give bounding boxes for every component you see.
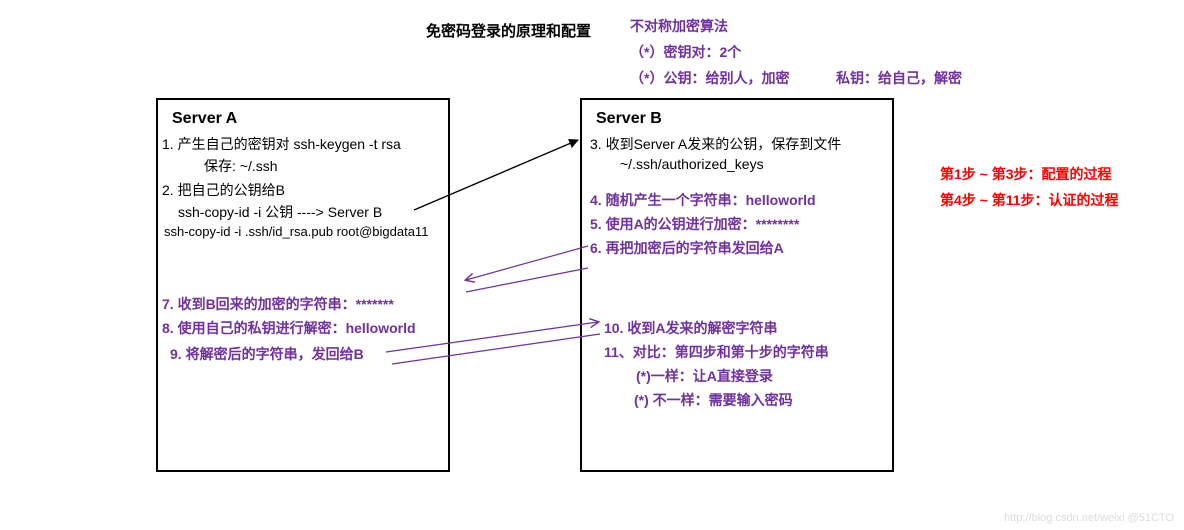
- note-pubkey: （*）公钥：给别人，加密: [630, 68, 789, 88]
- step-1-save: 保存: ~/.ssh: [204, 156, 278, 176]
- step-5: 5. 使用A的公钥进行加密：********: [590, 214, 799, 234]
- server-b-title: Server B: [596, 110, 662, 128]
- step-9: 9. 将解密后的字符串，发回给B: [170, 344, 364, 364]
- step-3: 3. 收到Server A发来的公钥，保存到文件: [590, 134, 841, 154]
- step-1: 1. 产生自己的密钥对 ssh-keygen -t rsa: [162, 134, 401, 154]
- step-2-cmd-full: ssh-copy-id -i .ssh/id_rsa.pub root@bigd…: [164, 224, 428, 239]
- arrow-b-to-a-1: [466, 246, 588, 280]
- note-auth-steps: 第4步 ~ 第11步：认证的过程: [940, 190, 1119, 210]
- note-config-steps: 第1步 ~ 第3步：配置的过程: [940, 164, 1112, 184]
- step-11-diff: (*) 不一样：需要输入密码: [634, 390, 793, 410]
- step-4: 4. 随机产生一个字符串：helloworld: [590, 190, 816, 210]
- note-keypair: （*）密钥对：2个: [630, 42, 741, 62]
- step-6: 6. 再把加密后的字符串发回给A: [590, 238, 784, 258]
- step-2: 2. 把自己的公钥给B: [162, 180, 285, 200]
- step-8: 8. 使用自己的私钥进行解密：helloworld: [162, 318, 416, 338]
- arrow-b-to-a-2: [466, 268, 588, 292]
- diagram-title: 免密码登录的原理和配置: [426, 20, 591, 41]
- server-a-box: [156, 98, 450, 472]
- step-2-cmd: ssh-copy-id -i 公钥 ----> Server B: [178, 202, 382, 222]
- step-3-path: ~/.ssh/authorized_keys: [620, 156, 764, 172]
- watermark: http://blog.csdn.net/weixi @51CTO: [1004, 512, 1174, 524]
- step-11: 11、对比：第四步和第十步的字符串: [604, 342, 829, 362]
- step-10: 10. 收到A发来的解密字符串: [604, 318, 777, 338]
- server-a-title: Server A: [172, 110, 237, 128]
- note-privkey: 私钥：给自己，解密: [836, 68, 962, 88]
- step-11-same: (*)一样：让A直接登录: [636, 366, 773, 386]
- note-algo: 不对称加密算法: [630, 16, 728, 36]
- step-7: 7. 收到B回来的加密的字符串：*******: [162, 294, 394, 314]
- server-b-box: [580, 98, 894, 472]
